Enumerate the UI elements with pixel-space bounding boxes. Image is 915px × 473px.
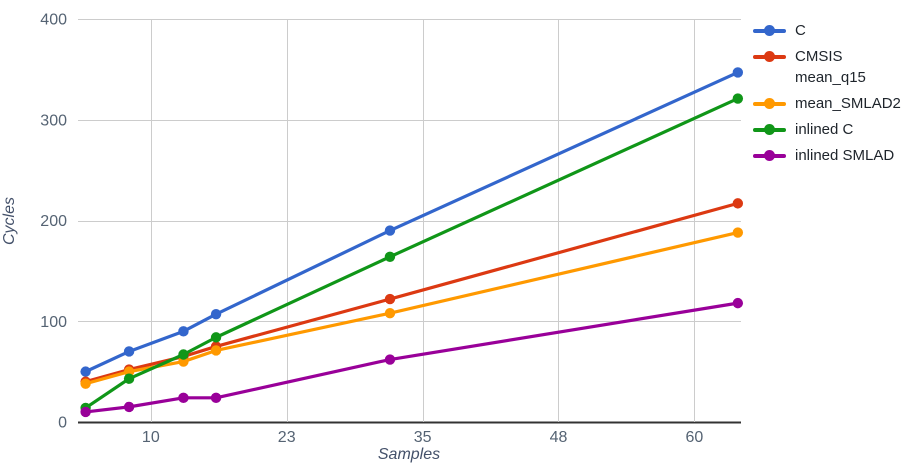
legend-marker-dot — [764, 124, 775, 135]
data-point-inlined-smlad[interactable] — [123, 401, 135, 413]
data-point-mean_smlad2[interactable] — [80, 378, 91, 389]
data-point-inlined-c[interactable] — [210, 332, 222, 343]
data-point-inlined-smlad[interactable] — [384, 354, 396, 365]
legend-item-mean_smlad2[interactable]: mean_SMLAD2 — [753, 93, 913, 114]
legend-series-marker-icon — [753, 145, 786, 166]
data-point-inlined-smlad[interactable] — [178, 392, 189, 404]
y-tick-label: 200 — [40, 213, 67, 230]
x-tick-label: 60 — [685, 429, 703, 446]
data-point-mean_smlad2[interactable] — [210, 345, 222, 356]
data-point-c[interactable] — [210, 308, 222, 320]
data-point-c[interactable] — [384, 225, 396, 236]
data-point-inlined-c[interactable] — [178, 349, 189, 360]
data-point-inlined-c[interactable] — [123, 373, 135, 384]
series-line-inlined-smlad[interactable] — [84, 301, 740, 414]
legend-item-inlined-c[interactable]: inlined C — [753, 119, 913, 140]
data-point-c[interactable] — [80, 366, 91, 377]
x-tick-label: 48 — [550, 429, 568, 446]
data-point-inlined-smlad[interactable] — [732, 297, 744, 309]
x-axis-title: Samples — [377, 446, 441, 463]
data-point-c[interactable] — [123, 346, 135, 357]
legend-marker-dot — [764, 150, 775, 161]
data-point-inlined-c[interactable] — [732, 93, 744, 104]
y-tick-label: 0 — [58, 415, 67, 432]
axis-tick-labels: 0 100 200 300 400 10 23 35 48 60 — [40, 12, 703, 447]
data-point-inlined-smlad[interactable] — [80, 406, 91, 418]
data-point-inlined-smlad[interactable] — [210, 392, 222, 404]
legend-item-inlined-smlad[interactable]: inlined SMLAD — [753, 145, 913, 166]
legend-marker-dot — [764, 51, 775, 62]
y-tick-label: 100 — [40, 314, 67, 331]
data-point-cmsis-mean_q15[interactable] — [384, 293, 396, 305]
legend-label: inlined SMLAD — [795, 147, 895, 164]
legend-item-c[interactable]: C — [753, 20, 913, 41]
series-line-mean_smlad2[interactable] — [84, 230, 740, 386]
data-series-group — [80, 67, 744, 418]
data-point-cmsis-mean_q15[interactable] — [732, 198, 744, 209]
x-tick-label: 35 — [414, 429, 432, 446]
legend-series-marker-icon — [753, 93, 786, 114]
data-point-mean_smlad2[interactable] — [732, 227, 744, 238]
legend-series-marker-icon — [753, 46, 786, 67]
x-tick-label: 10 — [142, 429, 160, 446]
series-line-inlined-c[interactable] — [84, 96, 740, 410]
y-tick-label: 400 — [40, 12, 67, 29]
series-line-c[interactable] — [84, 70, 740, 374]
legend-label: mean_SMLAD2 — [795, 95, 901, 112]
y-axis-title: Cycles — [1, 197, 18, 246]
legend-series-marker-icon — [753, 119, 786, 140]
legend-series-marker-icon — [753, 20, 786, 41]
data-point-mean_smlad2[interactable] — [384, 307, 396, 319]
legend-marker-dot — [764, 98, 775, 109]
gridlines — [78, 19, 741, 424]
x-tick-label: 23 — [278, 429, 296, 446]
series-line-cmsis-mean_q15[interactable] — [84, 201, 740, 384]
legend-marker-dot — [764, 25, 775, 36]
legend-item-cmsis-mean_q15[interactable]: CMSIS mean_q15 — [753, 46, 913, 88]
data-point-inlined-c[interactable] — [384, 251, 396, 262]
legend-label: inlined C — [795, 121, 854, 138]
y-tick-label: 300 — [40, 112, 67, 129]
legend-label: C — [795, 22, 806, 39]
data-point-c[interactable] — [178, 326, 189, 337]
data-point-c[interactable] — [732, 67, 744, 78]
legend-label: CMSIS mean_q15 — [795, 48, 866, 86]
